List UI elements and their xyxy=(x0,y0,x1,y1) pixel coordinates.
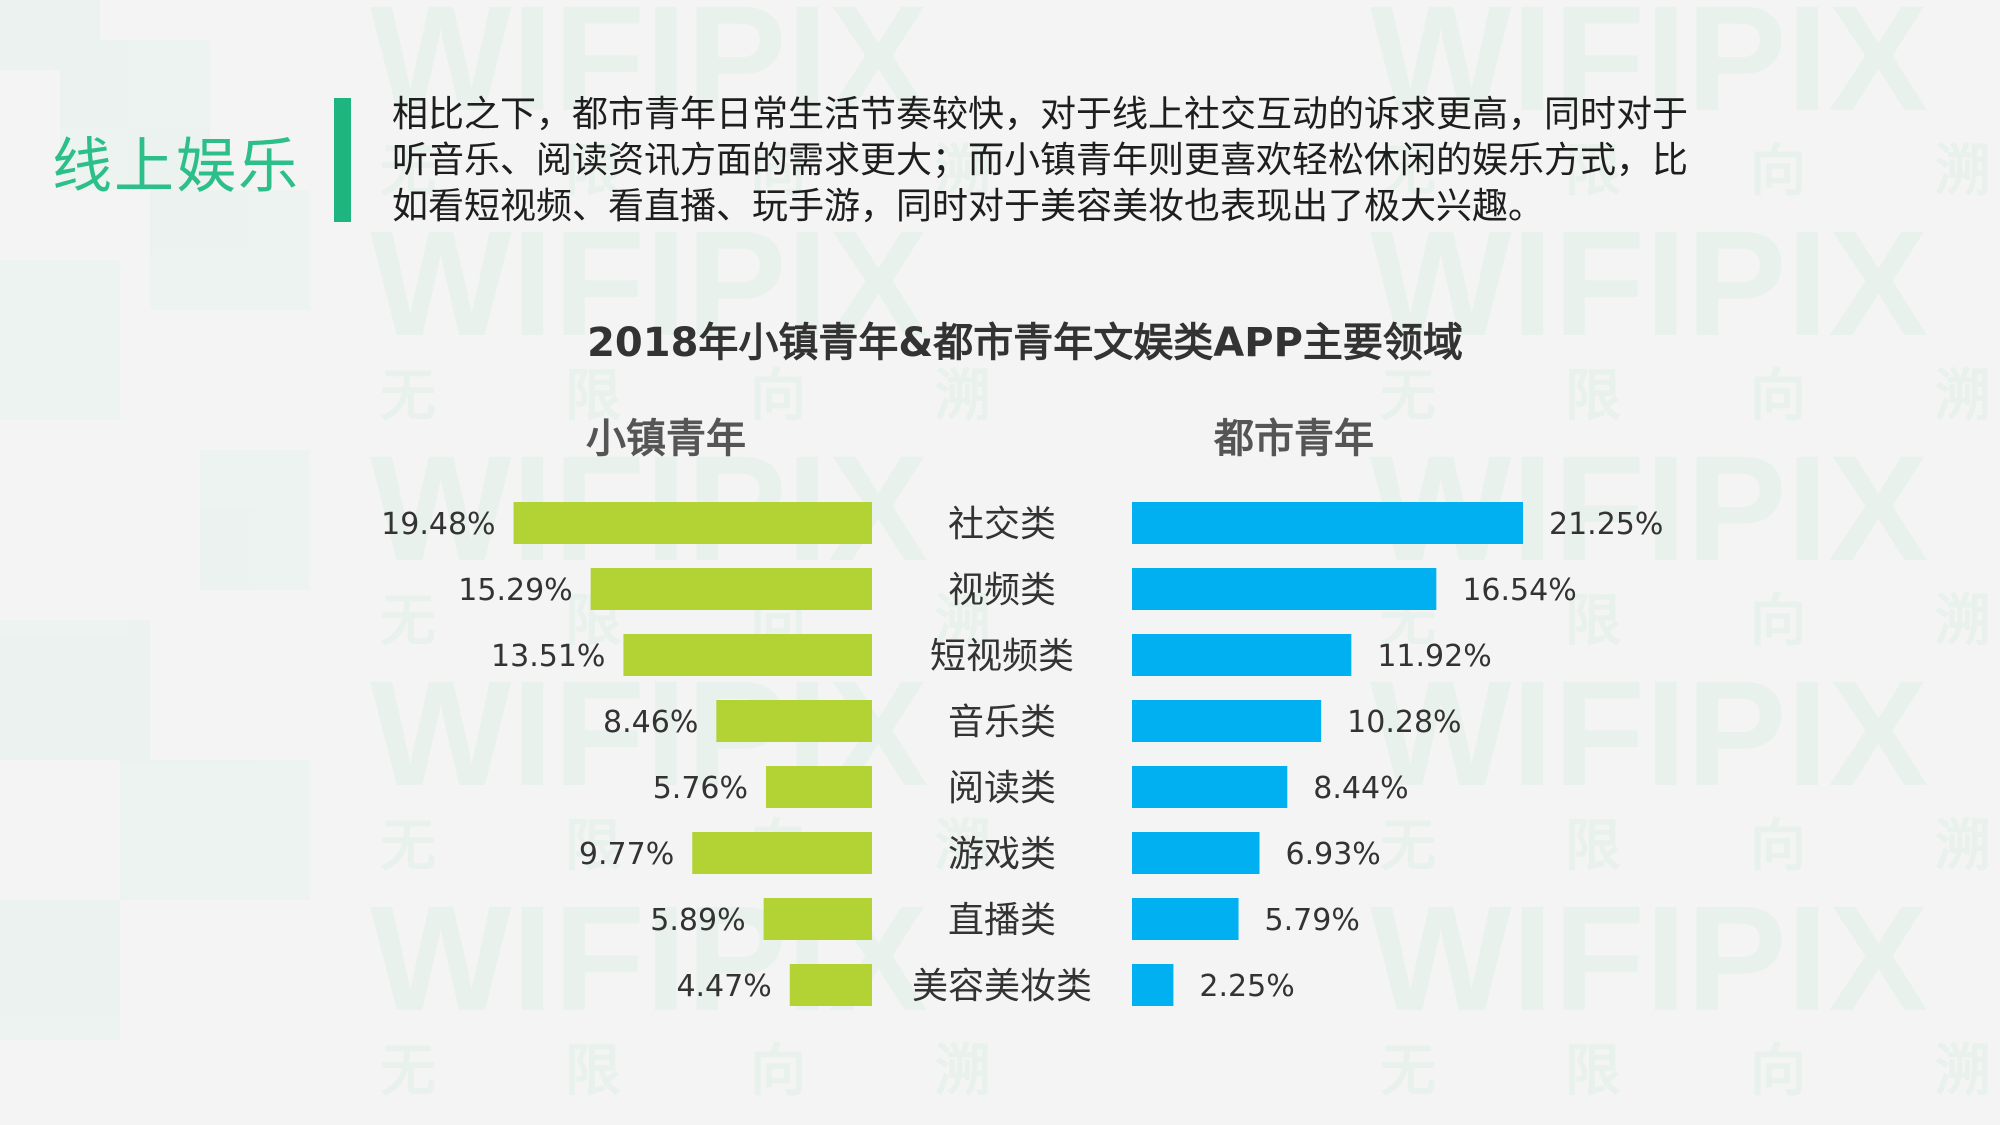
chart-title: 2018年小镇青年&都市青年文娱类APP主要领域 xyxy=(587,320,1463,366)
category-label: 游戏类 xyxy=(948,834,1056,875)
data-label-urban: 16.54% xyxy=(1462,573,1576,608)
intro-line: 相比之下，都市青年日常生活节奏较快，对于线上社交互动的诉求更高，同时对于 xyxy=(392,94,1689,135)
bar-urban xyxy=(1132,568,1437,610)
data-label-small-town: 5.76% xyxy=(653,771,748,806)
category-label: 美容美妆类 xyxy=(912,966,1092,1007)
data-label-urban: 10.28% xyxy=(1347,705,1461,740)
data-label-urban: 21.25% xyxy=(1549,507,1663,542)
section-title: 线上娱乐 xyxy=(52,132,300,202)
data-label-small-town: 8.46% xyxy=(603,705,698,740)
bar-small-town xyxy=(763,898,872,940)
bar-urban xyxy=(1132,634,1352,676)
accent-bar xyxy=(334,98,351,222)
data-label-small-town: 19.48% xyxy=(381,507,495,542)
bar-small-town xyxy=(716,700,872,742)
data-label-small-town: 4.47% xyxy=(676,969,771,1004)
data-label-small-town: 5.89% xyxy=(650,903,745,938)
data-label-urban: 11.92% xyxy=(1377,639,1491,674)
data-label-small-town: 9.77% xyxy=(579,837,674,872)
intro-paragraph: 相比之下，都市青年日常生活节奏较快，对于线上社交互动的诉求更高，同时对于 听音乐… xyxy=(392,92,1772,230)
bar-urban xyxy=(1132,700,1322,742)
category-label: 音乐类 xyxy=(948,702,1056,743)
series-label-small-town: 小镇青年 xyxy=(586,416,746,462)
bar-small-town xyxy=(692,832,872,874)
bar-urban xyxy=(1132,832,1260,874)
bar-small-town xyxy=(766,766,872,808)
bar-urban xyxy=(1132,898,1239,940)
intro-line: 如看短视频、看直播、玩手游，同时对于美容美妆也表现出了极大兴趣。 xyxy=(392,186,1545,227)
series-label-urban: 都市青年 xyxy=(1213,416,1374,462)
category-label: 直播类 xyxy=(948,900,1056,941)
data-label-urban: 6.93% xyxy=(1286,837,1381,872)
bar-small-town xyxy=(789,964,872,1006)
category-label: 视频类 xyxy=(948,570,1056,611)
intro-line: 听音乐、阅读资讯方面的需求更大；而小镇青年则更喜欢轻松休闲的娱乐方式，比 xyxy=(392,140,1689,181)
bar-small-town xyxy=(623,634,872,676)
data-label-small-town: 15.29% xyxy=(458,573,572,608)
bar-urban xyxy=(1132,964,1174,1006)
data-label-urban: 8.44% xyxy=(1313,771,1408,806)
category-label: 社交类 xyxy=(948,504,1056,545)
category-label: 短视频类 xyxy=(930,636,1074,677)
bar-urban xyxy=(1132,766,1288,808)
bar-small-town xyxy=(590,568,872,610)
data-label-small-town: 13.51% xyxy=(491,639,605,674)
bar-small-town xyxy=(513,502,872,544)
category-label: 阅读类 xyxy=(948,768,1056,809)
data-label-urban: 2.25% xyxy=(1199,969,1294,1004)
bar-urban xyxy=(1132,502,1523,544)
data-label-urban: 5.79% xyxy=(1265,903,1360,938)
